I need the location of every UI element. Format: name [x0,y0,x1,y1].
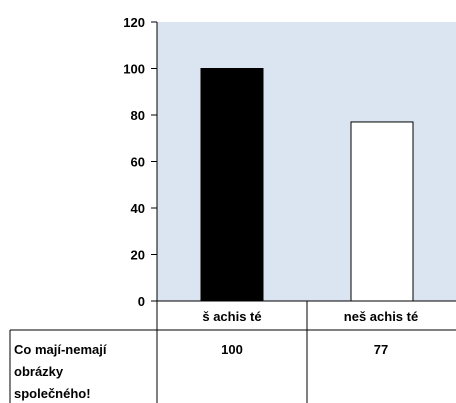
table-value-1: 77 [374,342,388,357]
y-tick-label-4: 80 [131,108,145,123]
bars [200,68,414,302]
y-tick-label-6: 120 [123,15,145,30]
category-label-0: š achis té [202,309,261,324]
y-tick-label-1: 20 [131,248,145,263]
category-label-1: neš achis té [344,309,418,324]
bar-1 [350,121,414,302]
y-tick-label-3: 60 [131,155,145,170]
bar-0 [200,68,264,302]
table-row-label-line-1: Co mají-nemají [14,342,107,357]
y-tick-label-5: 100 [123,62,145,77]
y-axis-ticks: 0 20 40 60 80 100 120 [123,15,157,309]
y-tick-label-0: 0 [138,294,145,309]
table-value-0: 100 [221,342,243,357]
y-tick-label-2: 40 [131,201,145,216]
table-row-label-line-2: obrázky [14,364,64,379]
table-row-label-line-3: společného! [14,386,91,401]
data-table: š achis té neš achis té Co mají-nemají o… [9,300,456,403]
